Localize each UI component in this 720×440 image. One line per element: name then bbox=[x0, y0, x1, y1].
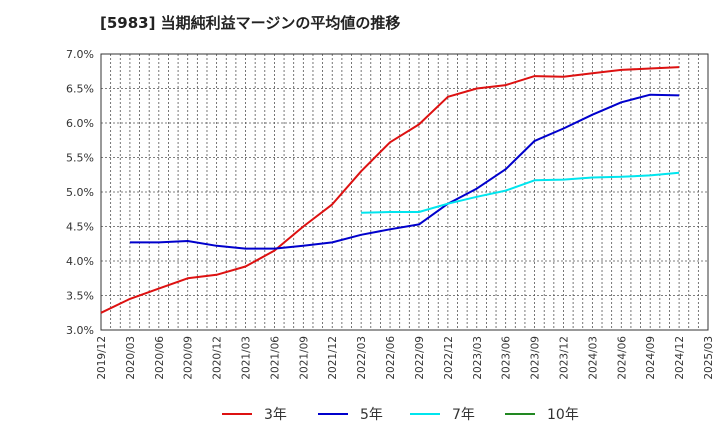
x-tick-label: 2022/12 bbox=[443, 336, 455, 380]
x-tick-label: 2020/06 bbox=[154, 336, 166, 380]
y-tick-label: 3.5% bbox=[66, 290, 94, 303]
x-tick-label: 2024/12 bbox=[674, 336, 686, 380]
x-tick-label: 2024/09 bbox=[645, 336, 657, 380]
y-tick-label: 7.0% bbox=[66, 48, 94, 61]
plot-area bbox=[101, 54, 708, 330]
series-line-5年 bbox=[129, 93, 680, 250]
x-tick-label: 2023/03 bbox=[472, 336, 484, 380]
y-tick-label: 5.5% bbox=[66, 152, 94, 165]
legend-label: 3年 bbox=[264, 407, 287, 423]
y-tick-label: 4.0% bbox=[66, 255, 94, 268]
series-line-3年 bbox=[100, 66, 680, 314]
legend-label: 10年 bbox=[547, 407, 579, 423]
x-tick-label: 2022/03 bbox=[356, 336, 368, 380]
legend-label: 5年 bbox=[360, 407, 383, 423]
y-tick-label: 6.5% bbox=[66, 83, 94, 96]
x-tick-label: 2023/06 bbox=[501, 336, 513, 380]
x-tick-label: 2019/12 bbox=[96, 336, 108, 380]
x-tick-label: 2023/12 bbox=[558, 336, 570, 380]
x-tick-label: 2023/09 bbox=[530, 336, 542, 380]
x-tick-label: 2024/06 bbox=[616, 336, 628, 380]
x-tick-label: 2021/06 bbox=[269, 336, 281, 380]
plot-frame bbox=[100, 53, 709, 331]
x-tick-label: 2025/03 bbox=[703, 336, 715, 380]
chart-title: [5983] 当期純利益マージンの平均値の推移 bbox=[100, 14, 401, 32]
x-tick-label: 2020/03 bbox=[125, 336, 137, 380]
series-line-7年 bbox=[361, 171, 680, 214]
x-tick-label: 2020/09 bbox=[183, 336, 195, 380]
y-tick-label: 6.0% bbox=[66, 117, 94, 130]
legend-label: 7年 bbox=[452, 407, 475, 423]
y-tick-label: 3.0% bbox=[66, 324, 94, 337]
x-tick-label: 2021/12 bbox=[327, 336, 339, 380]
x-tick-label: 2021/03 bbox=[241, 336, 253, 380]
y-tick-label: 5.0% bbox=[66, 186, 94, 199]
x-tick-label: 2021/09 bbox=[298, 336, 310, 380]
x-tick-label: 2022/09 bbox=[414, 336, 426, 380]
x-tick-label: 2020/12 bbox=[212, 336, 224, 380]
x-tick-label: 2024/03 bbox=[587, 336, 599, 380]
x-tick-label: 2022/06 bbox=[385, 336, 397, 380]
y-tick-label: 4.5% bbox=[66, 221, 94, 234]
